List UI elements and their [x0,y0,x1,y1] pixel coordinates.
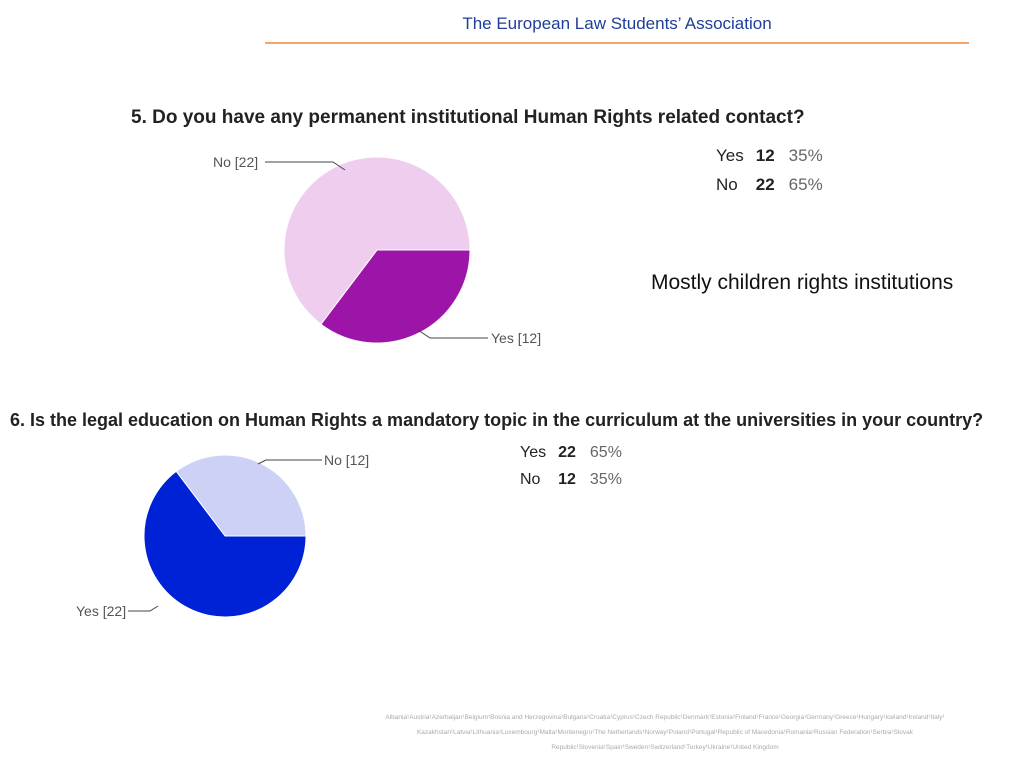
table-row: No 12 35% [520,468,634,495]
question-5-table: Yes 12 35% No 22 65% [716,143,835,201]
pie-slice-no [175,454,307,537]
pie-slice-no [283,156,471,325]
pie-chart-q5 [283,156,471,344]
label: Yes [520,444,547,461]
percent: 65% [589,444,622,461]
count: 22 [755,175,775,194]
count: 22 [558,444,576,461]
slice-label-yes: Yes [22] [76,603,126,619]
question-6-table: Yes 22 65% No 12 35% [520,441,634,495]
leader-line [417,329,488,339]
pie-slice-yes [143,470,307,618]
pie-slice-yes [320,249,471,344]
footer-countries: Albania¹Austria¹Azerbaijan¹Belgium¹Bosni… [385,714,945,751]
header-title: The European Law Students’ Association [462,14,772,33]
pie-chart-q6 [143,454,307,618]
label: Yes [716,146,744,165]
slice-label-no: No [12] [324,452,369,468]
percent: 35% [589,471,622,488]
question-6-title: 6. Is the legal education on Human Right… [10,410,984,430]
leader-line [257,459,322,465]
percent: 35% [788,146,823,165]
note-text: Mostly children rights institutions [651,271,954,294]
header-divider [265,42,969,44]
leader-line [128,605,159,612]
table-row: Yes 12 35% [716,143,835,172]
slice-label-no: No [22] [213,154,258,170]
label: No [716,175,738,194]
question-5-title: 5. Do you have any permanent institution… [131,107,805,128]
count: 12 [755,146,775,165]
leader-line [265,161,346,171]
label: No [520,471,541,488]
percent: 65% [788,175,823,194]
table-row: No 22 65% [716,172,835,201]
count: 12 [558,471,576,488]
table-row: Yes 22 65% [520,441,634,468]
slice-label-yes: Yes [12] [491,330,541,346]
